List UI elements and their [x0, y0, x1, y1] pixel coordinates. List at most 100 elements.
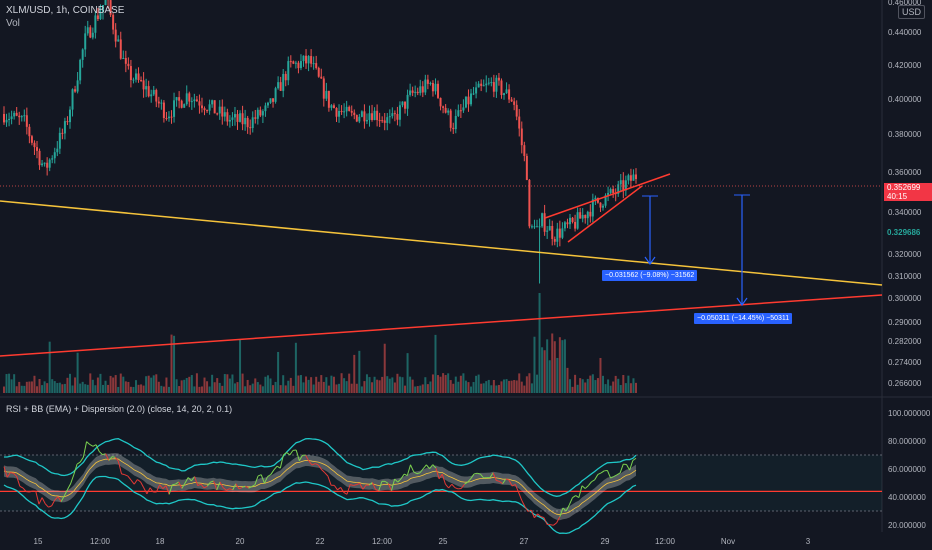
volume-bar — [223, 374, 226, 393]
volume-bar — [282, 375, 285, 393]
candle-body — [541, 213, 544, 227]
rsi-segment — [241, 485, 246, 488]
volume-bar — [363, 381, 366, 393]
price-tick-label: 0.420000 — [888, 61, 922, 70]
candle-body — [365, 119, 368, 122]
candle-body — [386, 117, 389, 123]
volume-bar — [218, 382, 221, 393]
volume-bar — [457, 381, 460, 393]
rsi-segment — [353, 484, 357, 487]
candle-body — [325, 90, 328, 99]
rsi-segment — [54, 496, 59, 501]
candle-body — [538, 226, 541, 228]
rsi-segment — [406, 464, 411, 476]
volume-label: Vol — [6, 18, 20, 29]
volume-bar — [416, 386, 419, 393]
price-tick-label: 0.310000 — [888, 272, 922, 281]
volume-bar — [533, 336, 536, 393]
candle-body — [343, 111, 346, 113]
rsi-segment — [127, 475, 132, 481]
volume-bar — [294, 342, 297, 393]
rsi-segment — [527, 509, 532, 512]
rsi-segment — [286, 452, 291, 456]
candle-body — [15, 112, 18, 116]
volume-bar — [602, 375, 605, 393]
rsi-segment — [92, 444, 97, 447]
volume-bar — [99, 373, 102, 393]
volume-bar — [107, 384, 110, 393]
volume-bar — [211, 374, 214, 393]
volume-bar — [525, 376, 528, 393]
candle-body — [391, 113, 394, 117]
candle-body — [58, 132, 61, 149]
rsi-segment — [172, 483, 176, 486]
volume-bar — [345, 381, 348, 393]
bb-lower-band — [3, 475, 637, 535]
rsi-segment — [155, 484, 161, 493]
volume-bar — [424, 377, 427, 393]
rsi-segment — [279, 454, 284, 469]
rsi-segment — [632, 457, 637, 461]
candle-body — [566, 222, 569, 225]
rsi-segment — [289, 450, 294, 456]
rsi-segment — [403, 473, 408, 477]
candle-body — [332, 105, 335, 108]
rsi-segment — [60, 495, 65, 502]
rsi-segment — [44, 503, 49, 508]
candle-body — [86, 27, 89, 34]
volume-bar — [221, 385, 224, 393]
candle-body — [398, 105, 401, 120]
rsi-segment — [511, 483, 516, 487]
candle-body — [99, 11, 102, 20]
candle-body — [368, 113, 371, 120]
rsi-segment — [140, 481, 145, 488]
candle-body — [396, 114, 399, 120]
candle-body — [233, 114, 236, 118]
volume-bar — [33, 375, 36, 393]
currency-badge[interactable]: USD — [898, 5, 926, 19]
rsi-segment — [327, 475, 332, 486]
volume-layer — [3, 293, 637, 393]
candle-body — [134, 73, 137, 80]
volume-bar — [142, 385, 145, 393]
rsi-segment — [137, 479, 141, 483]
volume-bar — [132, 386, 135, 393]
candle-body — [581, 215, 584, 219]
candle-body — [198, 101, 201, 106]
rsi-segment — [343, 491, 348, 495]
volume-bar — [193, 386, 196, 393]
measure-label-1[interactable]: −0.031562 (−9.08%) −31562 — [602, 270, 698, 281]
volume-bar — [627, 375, 630, 393]
volume-bar — [538, 293, 541, 393]
candle-body — [23, 115, 26, 117]
volume-bar — [513, 380, 516, 393]
rsi-segment — [10, 472, 14, 474]
volume-bar — [515, 380, 518, 393]
volume-bar — [520, 381, 523, 393]
volume-bar — [576, 384, 579, 393]
measure-label-2[interactable]: −0.050311 (−14.45%) −50311 — [694, 313, 793, 324]
volume-bar — [53, 381, 56, 393]
candle-body — [579, 212, 582, 219]
volume-bar — [386, 376, 389, 393]
volume-bar — [213, 382, 216, 393]
volume-bar — [607, 379, 610, 393]
volume-bar — [635, 382, 637, 393]
volume-bar — [127, 381, 130, 393]
volume-bar — [317, 381, 320, 393]
rsi-segment — [572, 495, 576, 499]
volume-bar — [330, 375, 333, 393]
volume-bar — [561, 340, 564, 393]
candle-body — [200, 105, 203, 109]
rsi-segment — [333, 485, 338, 491]
candle-body — [442, 106, 445, 108]
rsi-segment — [378, 481, 383, 491]
candle-body — [228, 119, 231, 122]
candle-body — [510, 99, 513, 102]
candle-body — [180, 100, 183, 108]
volume-bar — [157, 381, 160, 393]
volume-bar — [302, 382, 305, 393]
volume-bar — [437, 375, 440, 393]
